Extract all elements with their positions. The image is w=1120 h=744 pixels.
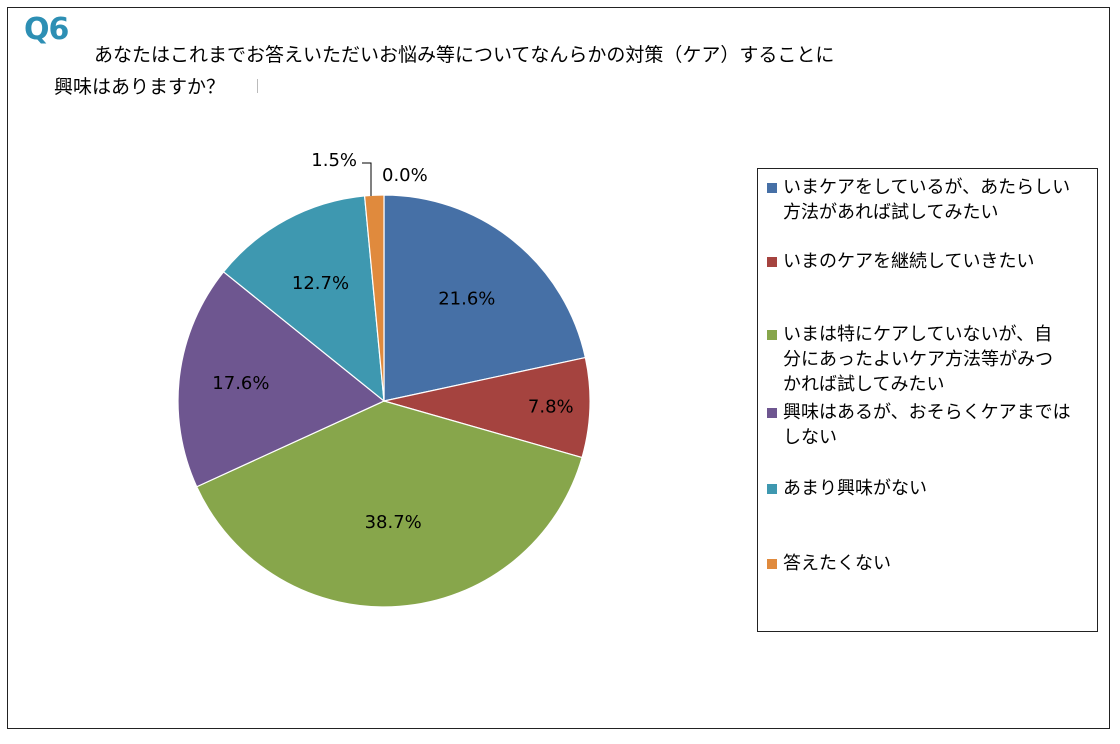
question-number: Q6 [24, 12, 69, 47]
pie-slice-continue-care [383, 356, 591, 459]
legend-swatch-try-if-found [767, 330, 777, 340]
legend-item-new-method: いまケアをしているが、あたらしい 方法があれば試してみたい [767, 175, 1087, 225]
legend-label-interested-no-care: 興味はあるが、おそらくケアまでは しない [783, 402, 1071, 448]
question-title-line-1: あなたはこれまでお答えいただいお悩み等についてなんらかの対策（ケア）することに [94, 44, 835, 66]
data-label-interested-no-care: 17.6% [212, 373, 269, 394]
text-cursor-mark [257, 79, 258, 93]
legend-swatch-continue-care [767, 257, 777, 267]
data-label-no-answer: 1.5% [311, 150, 357, 171]
legend-item-interested-no-care: 興味はあるが、おそらくケアまでは しない [767, 400, 1087, 450]
legend-swatch-no-answer [767, 559, 777, 569]
pie-slice-interested-no-care [177, 270, 386, 488]
pie-slice-not-interested [222, 195, 385, 403]
legend-item-continue-care: いまのケアを継続していきたい [767, 249, 1087, 274]
data-label-continue-care: 7.8% [528, 397, 574, 418]
leader-line-no-answer [362, 162, 372, 196]
data-label-try-if-found: 38.7% [365, 512, 422, 533]
legend-label-try-if-found: いまは特にケアしていないが、自 分にあったよいケア方法等がみつ かれば試してみた… [783, 324, 1053, 395]
data-label-not-interested: 12.7% [292, 273, 349, 294]
legend-swatch-interested-no-care [767, 408, 777, 418]
legend-item-no-answer: 答えたくない [767, 551, 1087, 576]
pie-slice-new-method [383, 194, 587, 402]
pie-slice-try-if-found [195, 400, 583, 608]
legend-label-not-interested: あまり興味がない [783, 478, 927, 499]
legend-swatch-new-method [767, 183, 777, 193]
data-label-new-method: 21.6% [438, 288, 495, 309]
legend-item-try-if-found: いまは特にケアしていないが、自 分にあったよいケア方法等がみつ かれば試してみた… [767, 322, 1087, 397]
pie-slice-no-answer [363, 194, 385, 402]
question-title-line-2: 興味はありますか？ [54, 76, 226, 98]
legend-label-new-method: いまケアをしているが、あたらしい 方法があれば試してみたい [783, 177, 1071, 223]
legend-label-continue-care: いまのケアを継続していきたい [783, 251, 1035, 272]
chart-frame [7, 7, 1110, 729]
legend-swatch-not-interested [767, 484, 777, 494]
legend-item-not-interested: あまり興味がない [767, 476, 1087, 501]
data-label-zero: 0.0% [382, 165, 428, 186]
legend-label-no-answer: 答えたくない [783, 553, 891, 574]
legend: いまケアをしているが、あたらしい 方法があれば試してみたい いまのケアを継続して… [757, 168, 1098, 632]
